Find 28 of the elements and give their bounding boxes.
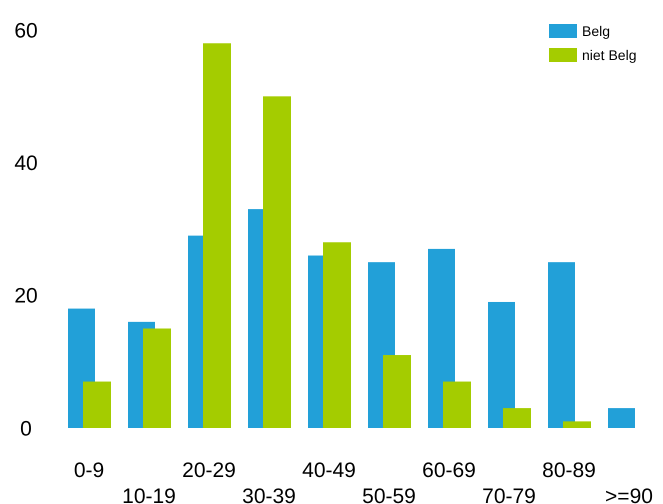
x-tick-label: 20-29 (182, 459, 236, 482)
x-tick-label: 30-39 (242, 485, 296, 504)
x-tick-label: 50-59 (362, 485, 416, 504)
y-tick-label: 40 (14, 152, 38, 176)
bar (563, 421, 591, 428)
x-tick-label: 60-69 (422, 459, 476, 482)
x-tick-label: 70-79 (482, 485, 536, 504)
y-tick-label: 60 (14, 19, 38, 42)
bar (203, 43, 231, 428)
legend-label: niet Belg (582, 46, 636, 63)
bar (608, 408, 635, 428)
bar (323, 242, 351, 428)
x-tick-label: 10-19 (122, 485, 176, 504)
x-tick-label: >=90 (605, 485, 653, 504)
bar (503, 408, 531, 428)
legend-label: Belg (582, 22, 610, 39)
bar (263, 96, 291, 428)
y-tick-label: 0 (20, 417, 32, 440)
x-tick-label: 0-9 (74, 459, 104, 482)
x-tick-label: 40-49 (302, 459, 356, 482)
bar (548, 262, 575, 428)
bar (83, 382, 111, 428)
bar (488, 302, 515, 428)
y-tick-label: 20 (14, 284, 38, 308)
bar (143, 328, 171, 428)
bar (383, 355, 411, 428)
x-tick-label: 80-89 (542, 459, 596, 482)
bar (443, 382, 471, 428)
